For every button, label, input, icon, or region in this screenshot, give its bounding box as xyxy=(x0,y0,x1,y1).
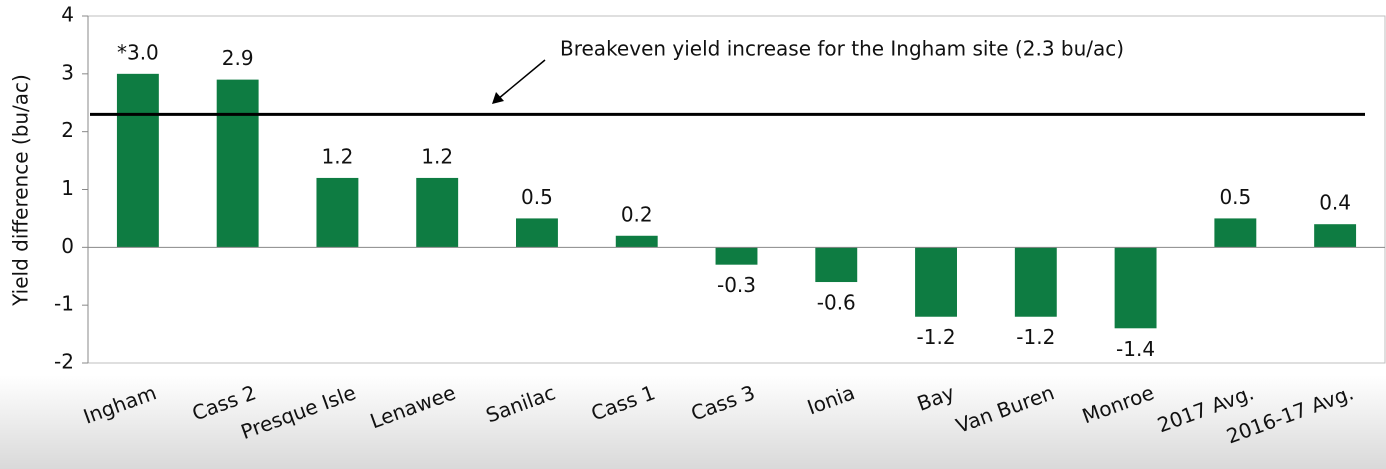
data-label: -1.2 xyxy=(917,325,956,349)
data-label: 2.9 xyxy=(222,46,254,70)
y-tick-label: 1 xyxy=(61,176,74,200)
bar xyxy=(715,247,758,265)
bar xyxy=(915,247,957,317)
y-tick-label: 4 xyxy=(61,3,74,27)
data-label: -1.4 xyxy=(1116,337,1155,361)
bar xyxy=(1314,224,1357,248)
bar xyxy=(1114,247,1157,329)
y-tick-label: 0 xyxy=(61,234,74,258)
data-label: 0.5 xyxy=(521,185,553,209)
annotation-arrowhead xyxy=(492,92,504,104)
data-label: -1.2 xyxy=(1016,325,1055,349)
bar xyxy=(815,247,858,283)
bar xyxy=(615,235,658,248)
bar xyxy=(216,79,259,248)
bar xyxy=(316,177,359,248)
data-label: -0.6 xyxy=(817,291,856,315)
y-axis-title: Yield difference (bu/ac) xyxy=(9,74,33,307)
background-band xyxy=(0,375,1386,469)
data-label: *3.0 xyxy=(117,40,159,64)
y-tick-label: 2 xyxy=(61,118,74,142)
bar xyxy=(516,218,558,248)
bar xyxy=(1014,247,1057,317)
annotation-arrow xyxy=(497,59,546,100)
y-tick-label: -1 xyxy=(54,292,74,316)
data-label: -0.3 xyxy=(717,273,756,297)
plot-border xyxy=(87,15,1386,364)
data-label: 0.2 xyxy=(621,202,653,226)
data-label: 0.5 xyxy=(1219,185,1251,209)
bar xyxy=(116,73,159,248)
bar xyxy=(416,177,459,248)
data-label: 1.2 xyxy=(322,144,354,168)
y-tick-label: -2 xyxy=(54,350,74,374)
annotation: Breakeven yield increase for the Ingham … xyxy=(560,37,1124,61)
data-label: 0.4 xyxy=(1319,191,1351,215)
data-label: 1.2 xyxy=(421,144,453,168)
y-tick-label: 3 xyxy=(61,60,74,84)
bar xyxy=(1214,218,1257,248)
